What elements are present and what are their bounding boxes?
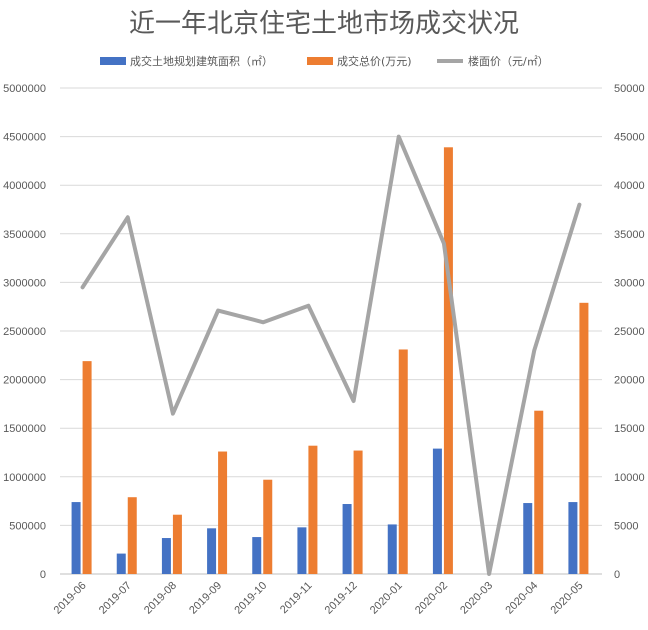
line-point-unit-price [533,349,535,351]
bar-total-price [398,349,408,574]
x-tick-label: 2020-03 [458,580,495,617]
y-left-tick-label: 3000000 [3,277,46,289]
bar-total-price [127,497,137,574]
x-tick-label: 2019-06 [52,580,89,617]
line-point-unit-price [217,310,219,312]
bar-total-price [218,451,228,574]
legend: 成交土地规划建筑面积（㎡） 成交总价(万元) 楼面价（元/㎡） [100,54,549,68]
bar-total-price [308,445,318,574]
legend-swatch-area [100,57,126,65]
y-right-tick-label: 20000 [614,375,645,387]
line-unit-price [80,134,582,576]
legend-swatch-price [307,57,333,65]
bar-area [297,527,307,574]
y-left-tick-label: 5000000 [3,83,46,95]
y-left-tick-label: 0 [40,569,46,581]
line-point-unit-price [172,413,174,415]
y-right-tick-label: 45000 [614,132,645,144]
y-left-tick-label: 4500000 [3,132,46,144]
line-point-unit-price [262,321,264,323]
bar-total-price [534,410,544,574]
bar-total-price [172,514,182,574]
legend-label-area: 成交土地规划建筑面积（㎡） [130,54,273,68]
bar-area [342,504,352,574]
y-left-tick-label: 2500000 [3,326,46,338]
bar-area [71,502,81,574]
y-left-tick-label: 3500000 [3,229,46,241]
y-right-tick-label: 40000 [614,180,645,192]
chart-title: 近一年北京住宅土地市场成交状况 [129,9,519,39]
y-right-tick-label: 5000 [614,520,638,532]
bar-area [387,524,397,574]
y-right-tick-label: 30000 [614,277,645,289]
bar-area [252,537,262,574]
line-point-unit-price [82,286,84,288]
line-point-unit-price [578,204,580,206]
y-left-tick-label: 4000000 [3,180,46,192]
y-left-tick-label: 1000000 [3,472,46,484]
x-tick-label: 2020-01 [368,580,405,617]
x-tick-label: 2019-10 [232,580,269,617]
bar-total-price [263,479,273,574]
x-tick-label: 2019-11 [278,580,314,616]
line-point-unit-price [398,136,400,138]
line-point-unit-price [488,573,490,575]
y-left-tick-label: 500000 [9,520,46,532]
x-tick-label: 2019-09 [187,580,224,617]
y-right-tick-label: 35000 [614,229,645,241]
bar-area [161,538,171,574]
bar-total-price [443,147,453,575]
bar-area [432,448,442,574]
line-point-unit-price [127,216,129,218]
y-right-tick-label: 0 [614,569,620,581]
bar-area [207,528,217,574]
y-left-tick-label: 2000000 [3,375,46,387]
x-tick-label: 2020-04 [503,580,540,617]
y-right-tick-label: 10000 [614,472,645,484]
y-left-tick-label: 1500000 [3,423,46,435]
line-point-unit-price [443,243,445,245]
legend-label-price: 成交总价(万元) [337,54,412,68]
bar-area [116,553,126,574]
legend-label-unit-price: 楼面价（元/㎡） [468,54,549,68]
x-tick-label: 2019-12 [323,580,360,617]
x-tick-label: 2020-05 [549,580,586,617]
y-right-tick-label: 25000 [614,326,645,338]
bar-area [568,502,578,574]
x-tick-label: 2019-08 [142,580,179,617]
line-point-unit-price [307,305,309,307]
bar-total-price [579,302,589,574]
y-right-tick-label: 15000 [614,423,645,435]
bar-total-price [353,450,363,574]
line-point-unit-price [353,400,355,402]
bar-total-price [82,361,92,574]
x-tick-label: 2019-07 [97,580,134,617]
y-right-tick-label: 50000 [614,83,645,95]
bar-area [523,503,533,574]
x-tick-label: 2020-02 [413,580,450,617]
